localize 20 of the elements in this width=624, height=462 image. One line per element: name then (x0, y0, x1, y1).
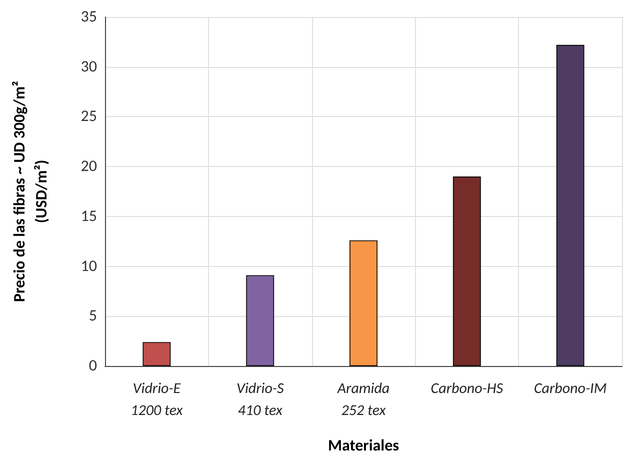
x-axis-title: Materiales (328, 436, 400, 456)
bar (142, 342, 171, 366)
y-tick-label: 25 (80, 107, 97, 126)
y-tick-label: 20 (80, 157, 97, 176)
x-tick-label: Carbono-HS (430, 380, 504, 398)
y-tick-label: 15 (80, 206, 97, 226)
bar (556, 44, 584, 366)
bar (452, 176, 481, 366)
x-tick-label: Vidrio-E 1200 tex (130, 380, 184, 420)
y-axis-title: Precio de las fibras ~ UD 300g/m² (USD/m²) (10, 80, 52, 302)
y-tick-label: 30 (80, 57, 97, 76)
bar (350, 240, 378, 366)
y-tick-label: 35 (80, 8, 97, 26)
y-tick-label: 5 (88, 306, 97, 326)
y-tick-label: 10 (80, 256, 97, 276)
bar (246, 275, 274, 366)
x-tick-label: Carbono-IM (534, 380, 607, 398)
x-tick-label: Aramida 252 tex (336, 380, 390, 420)
x-tick-label: Vidrio-S 410 tex (236, 380, 284, 420)
y-tick-label: 0 (88, 356, 97, 376)
